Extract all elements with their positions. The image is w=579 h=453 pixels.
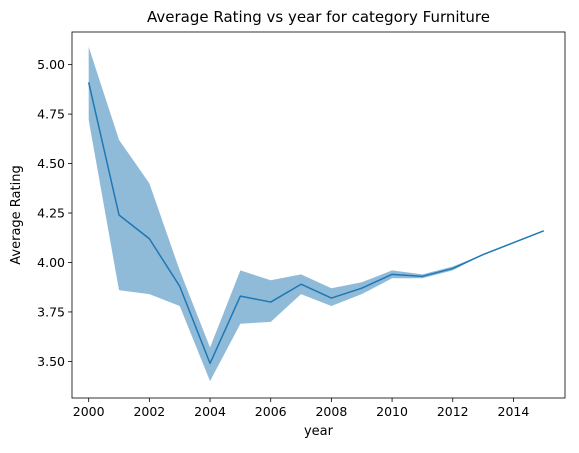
- data-point: [450, 266, 455, 271]
- data-point: [268, 300, 273, 305]
- x-tick-label: 2010: [376, 404, 408, 419]
- x-axis: 2000 2002 2004 2006 2008 2010 2012 2014: [73, 398, 530, 419]
- data-point: [481, 252, 486, 257]
- data-point: [299, 282, 304, 287]
- y-tick-label: 4.00: [37, 255, 65, 270]
- plot-area: [86, 47, 546, 381]
- data-point: [177, 284, 182, 289]
- y-tick-label: 5.00: [37, 57, 65, 72]
- y-tick-label: 3.75: [37, 304, 65, 319]
- x-tick-label: 2000: [73, 404, 105, 419]
- data-point: [208, 361, 213, 366]
- data-point: [147, 236, 152, 241]
- x-tick-label: 2004: [194, 404, 226, 419]
- data-point: [238, 294, 243, 299]
- y-tick-label: 4.50: [37, 156, 65, 171]
- x-tick-label: 2002: [133, 404, 165, 419]
- data-point: [420, 274, 425, 279]
- data-point: [117, 213, 122, 218]
- data-point: [359, 286, 364, 291]
- y-axis-label: Average Rating: [9, 165, 24, 264]
- data-point: [329, 296, 334, 301]
- data-point: [511, 240, 516, 245]
- data-point: [86, 80, 91, 85]
- confidence-band-0: [89, 47, 544, 381]
- x-tick-label: 2006: [255, 404, 287, 419]
- chart-title: Average Rating vs year for category Furn…: [147, 8, 490, 26]
- x-tick-label: 2008: [315, 404, 347, 419]
- x-tick-label: 2014: [498, 404, 530, 419]
- y-tick-label: 3.50: [37, 354, 65, 369]
- y-axis: 3.50 3.75 4.00 4.25 4.50 4.75 5.00: [37, 57, 72, 369]
- x-tick-label: 2012: [437, 404, 469, 419]
- y-tick-label: 4.25: [37, 206, 65, 221]
- data-point: [541, 228, 546, 233]
- y-tick-label: 4.75: [37, 107, 65, 122]
- x-axis-label: year: [304, 424, 334, 439]
- data-point: [390, 272, 395, 277]
